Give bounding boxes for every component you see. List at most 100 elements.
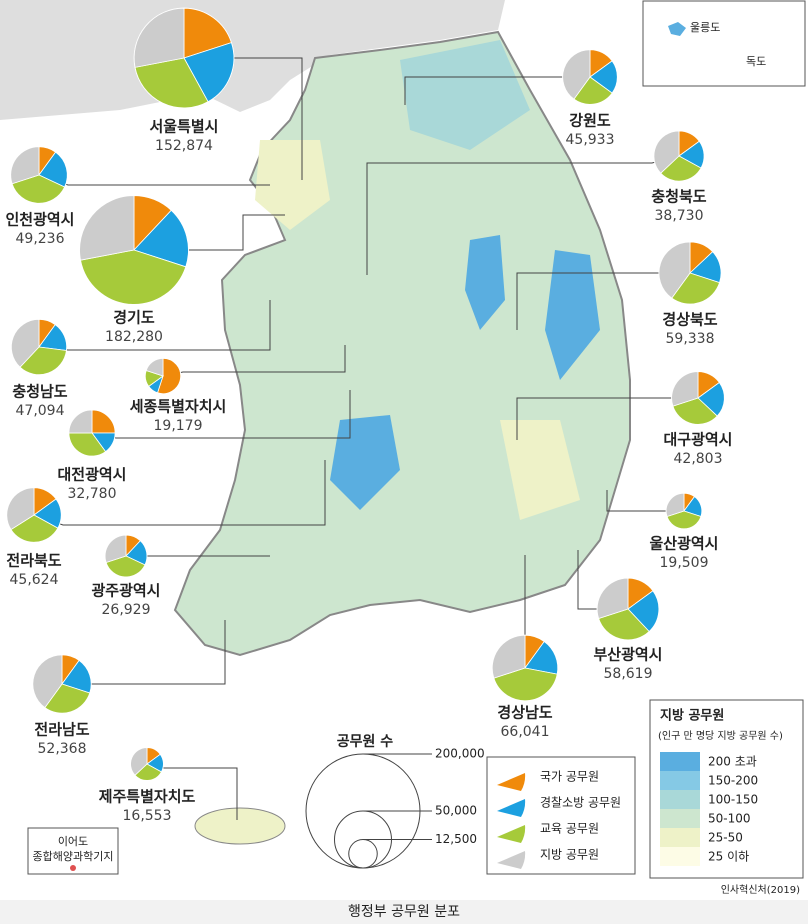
choropleth-swatch: [660, 847, 700, 866]
size-legend-title: 공무원 수: [337, 734, 394, 750]
legend-swatch: [497, 825, 526, 843]
region-name: 제주특별자치도: [99, 788, 196, 806]
legend-label: 교육 공무원: [540, 822, 599, 836]
caption: 행정부 공무원 분포: [348, 904, 460, 920]
region-shade: [545, 250, 600, 380]
choropleth-swatch: [660, 790, 700, 809]
pie-slice: [68, 409, 93, 434]
region-name: 부산광역시: [593, 646, 662, 664]
size-legend-label: 12,500: [435, 832, 477, 846]
size-legend-label: 200,000: [435, 747, 485, 761]
pie-slice: [671, 371, 699, 407]
pie-slice: [134, 57, 209, 109]
legend-swatch: [497, 773, 526, 791]
pie-slice: [91, 409, 116, 434]
legend-label: 지방 공무원: [540, 848, 599, 862]
region-total: 52,368: [38, 741, 87, 757]
pie-slice: [61, 659, 92, 694]
pie-slice: [573, 76, 613, 105]
region-total: 182,280: [105, 329, 163, 345]
pie-slice: [130, 747, 148, 776]
pie-slice: [697, 381, 725, 417]
region-total: 19,509: [660, 555, 709, 571]
region-name: 대구광역시: [663, 431, 732, 449]
pie-slice: [672, 397, 718, 425]
pie-slice: [653, 130, 680, 174]
source: 인사혁신처(2019): [721, 884, 800, 896]
pie-slice: [10, 146, 40, 185]
legend-label: 경찰소방 공무원: [540, 796, 621, 810]
choropleth-swatch: [660, 752, 700, 771]
pie-slice: [493, 667, 558, 702]
region-total: 58,619: [604, 666, 653, 682]
region-total: 16,553: [123, 808, 172, 824]
pie-slice: [104, 534, 127, 563]
pie-slice: [598, 608, 650, 641]
pie-slice: [11, 174, 66, 204]
region-name: 인천광역시: [5, 211, 74, 229]
choropleth-label: 150-200: [708, 774, 758, 788]
ieodo-dot: [70, 865, 76, 871]
pie-slice: [19, 346, 67, 376]
region-name: 경상북도: [662, 311, 717, 329]
region-shade: [465, 235, 505, 330]
pie-slice: [6, 487, 35, 531]
pie-slice: [68, 432, 107, 457]
region-name: 전라남도: [34, 721, 89, 739]
region-total: 26,929: [102, 602, 151, 618]
region-shade: [400, 40, 530, 150]
pie-slice: [658, 241, 691, 299]
inset-label: 울릉도: [690, 21, 720, 34]
region-total: 59,338: [666, 331, 715, 347]
region-total: 47,094: [16, 403, 65, 419]
region-name: 서울특별시: [149, 118, 218, 136]
pie-slice: [133, 7, 185, 68]
pie-slice: [133, 209, 189, 268]
region-total: 66,041: [501, 724, 550, 740]
choropleth-title: 지방 공무원: [660, 708, 724, 724]
region-name: 강원도: [569, 112, 611, 130]
region-shade: [330, 415, 400, 510]
region-total: 152,874: [155, 138, 213, 154]
region-name: 경상남도: [497, 704, 552, 722]
pie-slice: [596, 577, 629, 620]
choropleth-label: 100-150: [708, 793, 758, 807]
pie-slice: [44, 683, 91, 714]
pie-slice: [11, 318, 40, 368]
choropleth-swatch: [660, 771, 700, 790]
choropleth-swatch: [660, 828, 700, 847]
category-legend-box: [486, 756, 636, 875]
pie-slice: [32, 654, 63, 709]
jeju-island: [194, 807, 286, 845]
choropleth-swatch: [660, 809, 700, 828]
caption-bar: [0, 900, 808, 924]
region-total: 45,624: [10, 572, 59, 588]
legend-swatch: [497, 851, 526, 869]
choropleth-label: 200 초과: [708, 755, 757, 769]
pie-slice: [80, 249, 187, 305]
legend-label: 국가 공무원: [540, 770, 599, 784]
ieodo-label: 이어도: [58, 835, 88, 848]
region-total: 42,803: [674, 451, 723, 467]
pie-slice: [10, 514, 59, 543]
pie-slice: [660, 155, 702, 182]
pie-slice: [491, 634, 526, 679]
region-total: 45,933: [566, 132, 615, 148]
region-shade: [255, 140, 330, 230]
inset-box: [642, 0, 806, 87]
pie-slice: [134, 763, 162, 781]
size-legend-label: 50,000: [435, 804, 477, 818]
region-name: 울산광역시: [649, 535, 718, 553]
region-name: 전라북도: [6, 552, 61, 570]
region-total: 19,179: [154, 418, 203, 434]
pie-slice: [105, 555, 146, 578]
choropleth-subtitle: (인구 만 명당 지방 공무원 수): [658, 730, 783, 742]
pie-slice: [79, 195, 135, 261]
region-shade: [500, 420, 580, 520]
ulleung-shape: [668, 22, 686, 36]
pie-slice: [627, 590, 660, 633]
region-name: 충청북도: [651, 188, 706, 206]
region-name: 광주광역시: [91, 582, 160, 600]
pie-slice: [666, 510, 702, 530]
